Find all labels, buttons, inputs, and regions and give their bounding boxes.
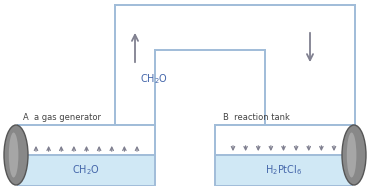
Text: CH$_2$O: CH$_2$O [73, 163, 101, 177]
Ellipse shape [342, 125, 366, 185]
Bar [116, 6, 154, 124]
Ellipse shape [4, 125, 28, 185]
Ellipse shape [9, 132, 18, 177]
Bar [19, 155, 154, 185]
Bar [156, 51, 264, 124]
Bar [18, 125, 155, 185]
Text: B  reaction tank: B reaction tank [223, 113, 290, 122]
Bar [116, 6, 354, 49]
Bar [215, 125, 352, 185]
Bar [266, 6, 354, 124]
Ellipse shape [347, 132, 356, 177]
Text: H$_2$PtCl$_6$: H$_2$PtCl$_6$ [265, 163, 302, 177]
Text: A  a gas generator: A a gas generator [23, 113, 101, 122]
Text: CH$_2$O: CH$_2$O [140, 72, 168, 86]
Bar [216, 155, 351, 185]
